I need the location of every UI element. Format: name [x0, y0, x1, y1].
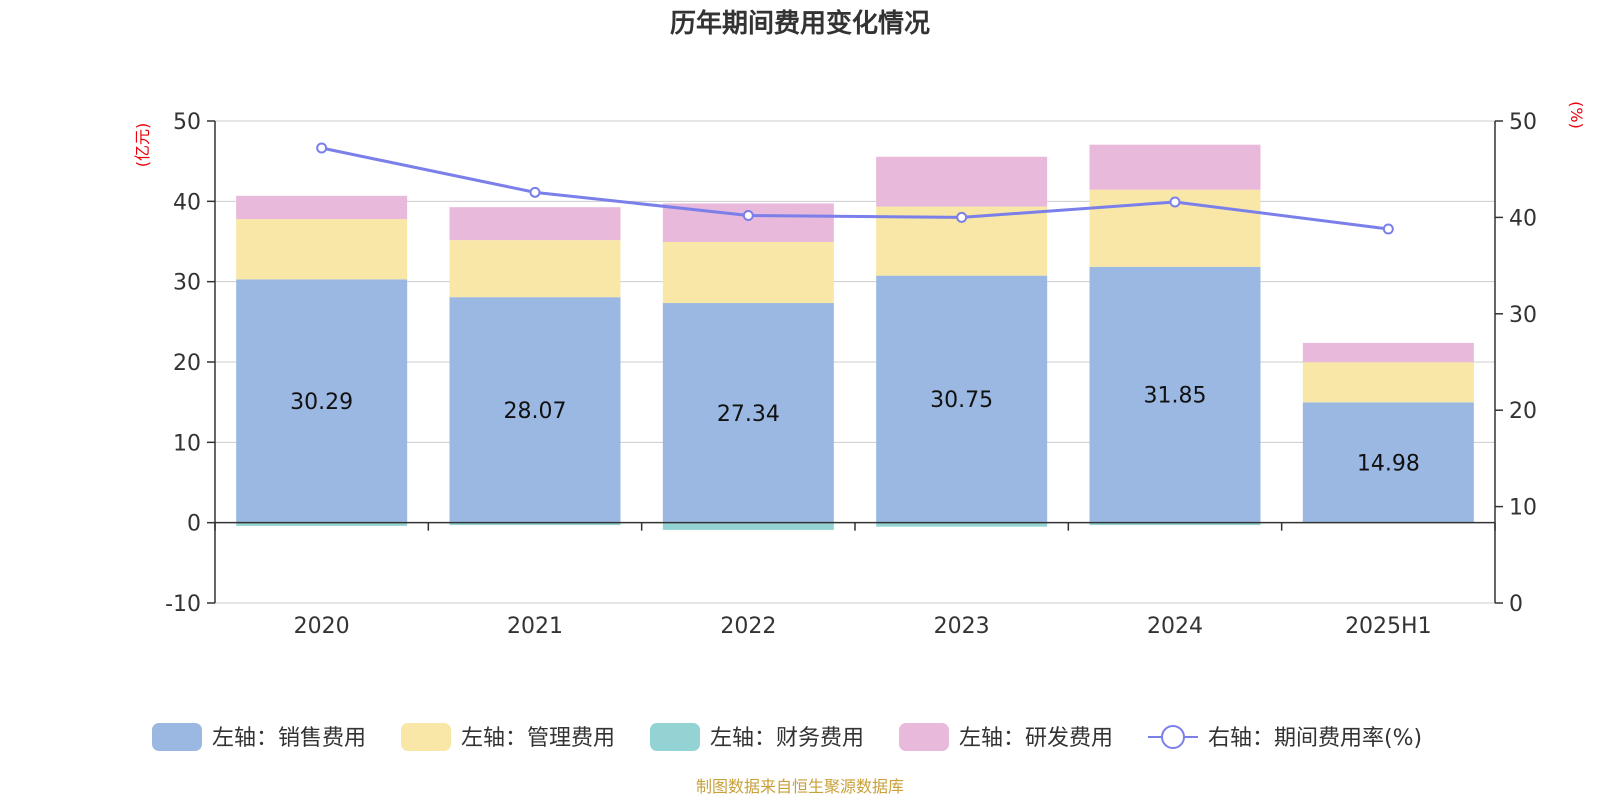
bar-segment: [449, 522, 621, 526]
legend-swatch: [899, 723, 949, 751]
x-tick-label: 2020: [294, 614, 350, 639]
bar-segment: [1089, 522, 1261, 526]
right-axis-unit: (%): [1567, 101, 1586, 129]
legend-item[interactable]: 左轴：管理费用: [401, 723, 615, 751]
bar-segment: [449, 207, 621, 241]
right-tick-label: 30: [1509, 303, 1537, 328]
bar-segment: [876, 522, 1048, 527]
bar-segment: [449, 240, 621, 298]
bars: 30.29 28.07 27.34 30.75 31.85 14.98: [236, 144, 1474, 530]
source-note: 制图数据来自恒生聚源数据库: [696, 777, 904, 796]
x-tick-label: 2024: [1147, 614, 1203, 639]
legend-label: 左轴：销售费用: [212, 726, 366, 751]
right-tick-label: 20: [1509, 399, 1537, 424]
line-series: [316, 142, 1394, 235]
bar-value-label: 30.75: [930, 388, 993, 413]
left-tick-label: 30: [173, 271, 201, 296]
legend-label: 左轴：管理费用: [461, 726, 615, 751]
right-tick-label: 10: [1509, 496, 1537, 521]
left-tick-label: 0: [187, 512, 201, 537]
legend[interactable]: 左轴：销售费用 左轴：管理费用 左轴：财务费用 左轴：研发费用 右轴：期间费用率(%): [152, 723, 1422, 751]
bar-segment: [876, 156, 1048, 207]
x-tick-label: 2025H1: [1345, 614, 1432, 639]
bar-segment: [1302, 362, 1474, 403]
bar-segment: [236, 522, 408, 526]
grid: [215, 120, 1495, 604]
rate-point: [956, 211, 968, 223]
bar-segment: [1089, 144, 1261, 190]
legend-swatch: [401, 723, 451, 751]
left-tick-label: 10: [173, 431, 201, 456]
legend-item[interactable]: 右轴：期间费用率(%): [1148, 725, 1422, 751]
legend-item[interactable]: 左轴：财务费用: [650, 723, 864, 751]
right-tick-label: 50: [1509, 110, 1537, 135]
left-tick-label: 20: [173, 351, 201, 376]
axes: -10 0 10 20 30 40 50 0 10 20 30 40 50 2020 2021 2022 202…: [165, 110, 1537, 639]
bar-value-label: 28.07: [504, 399, 567, 424]
bar-segment: [449, 297, 621, 523]
chart-title: 历年期间费用变化情况: [670, 8, 930, 39]
bar-segment: [662, 522, 834, 530]
bar-segment: [236, 195, 408, 220]
legend-marker-icon: [1161, 725, 1185, 749]
right-tick-label: 40: [1509, 206, 1537, 231]
rate-point: [1382, 223, 1394, 235]
rate-point: [316, 142, 328, 154]
bar-value-label: 27.34: [717, 402, 780, 427]
legend-item[interactable]: 左轴：研发费用: [899, 723, 1113, 751]
bar-segment: [876, 275, 1048, 523]
right-tick-label: 0: [1509, 592, 1523, 617]
left-tick-label: 40: [173, 190, 201, 215]
rate-point: [742, 209, 754, 221]
bar-segment: [1302, 402, 1474, 523]
legend-swatch: [152, 723, 202, 751]
legend-label: 左轴：财务费用: [710, 726, 864, 751]
bar-segment: [1089, 266, 1261, 523]
legend-item[interactable]: 左轴：销售费用: [152, 723, 366, 751]
legend-swatch: [650, 723, 700, 751]
bar-segment: [662, 303, 834, 523]
left-axis-unit: (亿元): [133, 123, 152, 168]
bar-value-label: 31.85: [1144, 384, 1207, 409]
bar-value-label: 30.29: [290, 390, 353, 415]
x-tick-label: 2021: [507, 614, 563, 639]
rate-line: [321, 146, 1389, 231]
rate-point: [1169, 196, 1181, 208]
left-tick-label: 50: [173, 110, 201, 135]
left-tick-label: -10: [165, 592, 201, 617]
bar-segment: [1302, 342, 1474, 363]
x-tick-label: 2022: [720, 614, 776, 639]
bar-segment: [236, 219, 408, 280]
bar-segment: [662, 241, 834, 304]
rate-point: [529, 186, 541, 198]
legend-label: 左轴：研发费用: [959, 726, 1113, 751]
bar-segment: [236, 279, 408, 523]
x-tick-label: 2023: [934, 614, 990, 639]
bar-value-label: 14.98: [1357, 451, 1420, 476]
legend-label: 右轴：期间费用率(%): [1208, 726, 1422, 751]
